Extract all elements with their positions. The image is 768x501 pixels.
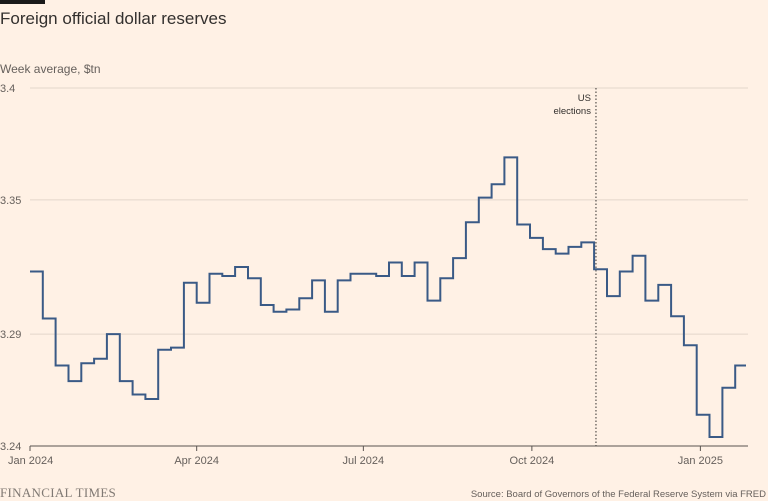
series-line	[30, 156, 746, 438]
brand-bar	[0, 0, 45, 4]
gridlines	[30, 87, 748, 335]
x-tick-label: Apr 2024	[174, 455, 219, 467]
annotations: US elections	[553, 88, 597, 446]
y-tick-label: 3.24	[0, 441, 21, 453]
y-axis-label: Week average, $tn	[0, 62, 101, 76]
election-marker-label: US	[578, 93, 591, 104]
footer-source: Source: Board of Governors of the Federa…	[470, 489, 766, 500]
axes: 3.24 3.29 3.35 3.4 Jan 2024 Apr 2024 Jul 2024 O…	[0, 83, 748, 467]
footer-brand: FINANCIAL TIMES	[0, 485, 117, 500]
chart-title: Foreign official dollar reserves	[0, 9, 227, 28]
x-tick-label: Jan 2024	[8, 455, 53, 467]
election-marker-label: elections	[553, 106, 591, 117]
y-tick-label: 3.29	[0, 329, 21, 341]
series	[30, 156, 746, 438]
x-tick-label: Oct 2024	[510, 455, 555, 467]
y-tick-label: 3.35	[0, 195, 21, 207]
y-tick-label: 3.4	[0, 83, 15, 95]
x-tick-label: Jan 2025	[678, 455, 723, 467]
x-tick-label: Jul 2024	[343, 455, 385, 467]
